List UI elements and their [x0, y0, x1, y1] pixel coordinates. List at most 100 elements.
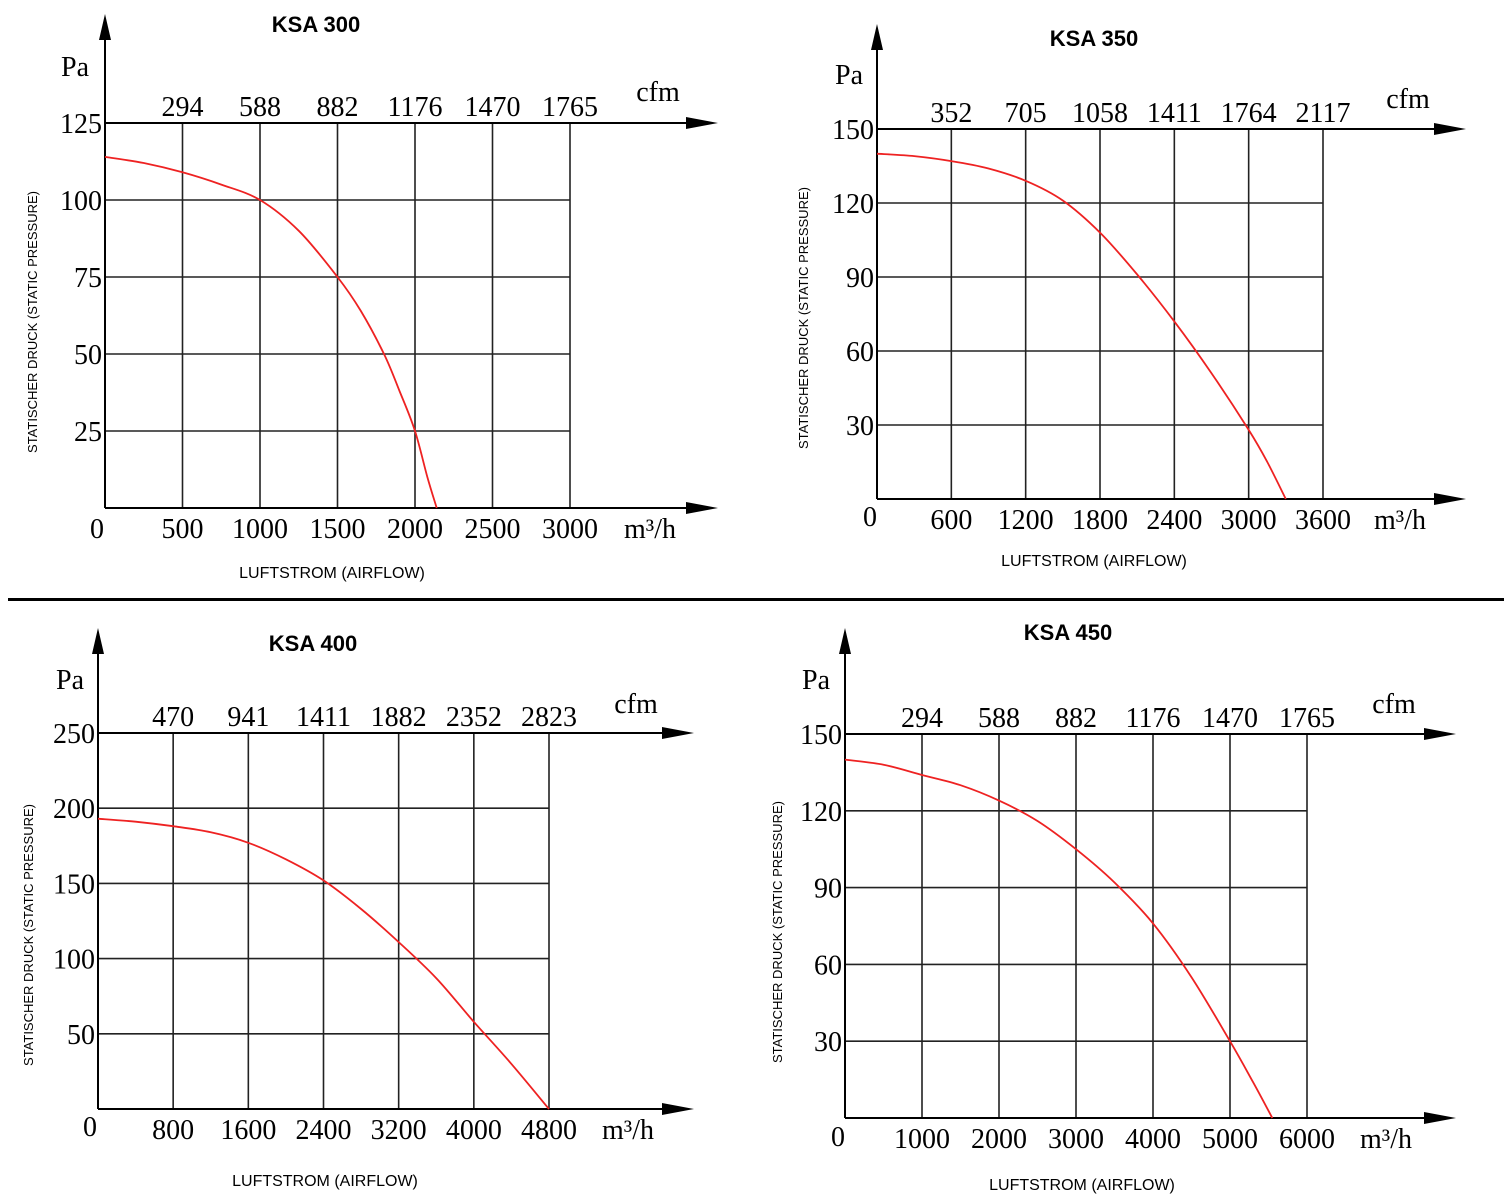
x-axis-arrow — [662, 1103, 694, 1115]
y-tick-label: 60 — [814, 950, 842, 981]
x-tick-label: 1000 — [894, 1124, 950, 1155]
y-tick-label: 120 — [800, 797, 842, 828]
cfm-tick-label: 941 — [227, 702, 269, 733]
y-axis-label: STATISCHER DRUCK (STATIC PRESSURE) — [796, 187, 811, 449]
x-tick-label: 4000 — [1125, 1124, 1181, 1155]
x-unit-label: m³/h — [1374, 505, 1426, 536]
y-tick-label: 150 — [800, 720, 842, 751]
x-tick-label: 2000 — [387, 514, 443, 545]
cfm-tick-label: 1058 — [1072, 98, 1128, 129]
x-tick-label: 1500 — [310, 514, 366, 545]
y-tick-label: 200 — [53, 794, 95, 825]
y-tick-label: 75 — [74, 263, 102, 294]
y-tick-label: 100 — [53, 945, 95, 976]
x-tick-label: 2400 — [1146, 505, 1202, 536]
x-tick-label: 3000 — [542, 514, 598, 545]
x-tick-label: 2500 — [465, 514, 521, 545]
pressure-curve — [104, 156, 438, 509]
cfm-unit-label: cfm — [1372, 689, 1416, 720]
x-tick-label: 3600 — [1295, 505, 1351, 536]
x-tick-label: 600 — [930, 505, 972, 536]
x-axis-label: LUFTSTROM (AIRFLOW) — [1001, 553, 1187, 570]
chart-title: KSA 450 — [1024, 620, 1112, 645]
y-tick-label: 120 — [832, 189, 874, 220]
cfm-tick-label: 588 — [978, 703, 1020, 734]
y-axis-arrow — [871, 24, 883, 50]
y-tick-label: 250 — [53, 719, 95, 750]
y-axis-arrow — [839, 628, 851, 654]
y-unit-label: Pa — [802, 665, 831, 696]
x-axis-arrow — [1434, 493, 1466, 505]
cfm-tick-label: 1470 — [465, 92, 521, 123]
cfm-tick-label: 2352 — [446, 702, 502, 733]
y-tick-label: 100 — [60, 186, 102, 217]
origin-label: 0 — [831, 1122, 845, 1153]
y-tick-label: 150 — [53, 869, 95, 900]
y-tick-label: 30 — [814, 1027, 842, 1058]
cfm-unit-label: cfm — [1386, 84, 1430, 115]
y-tick-label: 90 — [846, 263, 874, 294]
pressure-curve — [876, 152, 1287, 500]
x-tick-label: 2400 — [296, 1115, 352, 1146]
cfm-axis-arrow — [686, 117, 718, 129]
x-unit-label: m³/h — [1360, 1124, 1412, 1155]
cfm-tick-label: 1411 — [296, 702, 351, 733]
y-tick-label: 50 — [67, 1020, 95, 1051]
x-tick-label: 1800 — [1072, 505, 1128, 536]
x-axis-label: LUFTSTROM (AIRFLOW) — [989, 1177, 1175, 1194]
origin-label: 0 — [83, 1112, 97, 1143]
y-tick-label: 60 — [846, 337, 874, 368]
chart-title: KSA 400 — [269, 631, 357, 656]
y-axis-label: STATISCHER DRUCK (STATIC PRESSURE) — [770, 801, 785, 1063]
cfm-tick-label: 882 — [317, 92, 359, 123]
y-tick-label: 150 — [832, 115, 874, 146]
cfm-tick-label: 882 — [1055, 703, 1097, 734]
x-tick-label: 3000 — [1221, 505, 1277, 536]
x-tick-label: 3000 — [1048, 1124, 1104, 1155]
cfm-tick-label: 1765 — [542, 92, 598, 123]
y-tick-label: 30 — [846, 411, 874, 442]
x-axis-label: LUFTSTROM (AIRFLOW) — [232, 1173, 418, 1190]
x-tick-label: 2000 — [971, 1124, 1027, 1155]
y-axis-label: STATISCHER DRUCK (STATIC PRESSURE) — [25, 191, 40, 453]
cfm-tick-label: 1470 — [1202, 703, 1258, 734]
cfm-tick-label: 2823 — [521, 702, 577, 733]
y-unit-label: Pa — [56, 665, 85, 696]
x-tick-label: 1600 — [220, 1115, 276, 1146]
x-unit-label: m³/h — [624, 514, 676, 545]
cfm-tick-label: 2117 — [1296, 98, 1351, 129]
cfm-tick-label: 1176 — [1126, 703, 1181, 734]
cfm-tick-label: 294 — [162, 92, 204, 123]
origin-label: 0 — [90, 514, 104, 545]
x-tick-label: 1200 — [998, 505, 1054, 536]
pressure-curve — [97, 817, 550, 1110]
x-tick-label: 6000 — [1279, 1124, 1335, 1155]
x-tick-label: 500 — [162, 514, 204, 545]
x-axis-arrow — [1424, 1112, 1456, 1124]
cfm-tick-label: 1764 — [1221, 98, 1277, 129]
cfm-tick-label: 1882 — [371, 702, 427, 733]
y-unit-label: Pa — [61, 52, 90, 83]
x-tick-label: 4800 — [521, 1115, 577, 1146]
chart-title: KSA 300 — [272, 12, 360, 37]
x-tick-label: 5000 — [1202, 1124, 1258, 1155]
y-axis-label: STATISCHER DRUCK (STATIC PRESSURE) — [21, 804, 36, 1066]
chart-title: KSA 350 — [1050, 26, 1138, 51]
x-axis-label: LUFTSTROM (AIRFLOW) — [239, 565, 425, 582]
x-tick-label: 800 — [152, 1115, 194, 1146]
y-axis-arrow — [99, 14, 111, 40]
x-tick-label: 4000 — [446, 1115, 502, 1146]
cfm-unit-label: cfm — [636, 77, 680, 108]
x-unit-label: m³/h — [602, 1115, 654, 1146]
cfm-axis-arrow — [662, 727, 694, 739]
x-axis-arrow — [686, 502, 718, 514]
cfm-axis-arrow — [1424, 728, 1456, 740]
cfm-axis-arrow — [1434, 123, 1466, 135]
panel-divider — [8, 598, 1504, 601]
cfm-tick-label: 1411 — [1147, 98, 1202, 129]
cfm-tick-label: 352 — [930, 98, 972, 129]
cfm-tick-label: 1176 — [388, 92, 443, 123]
